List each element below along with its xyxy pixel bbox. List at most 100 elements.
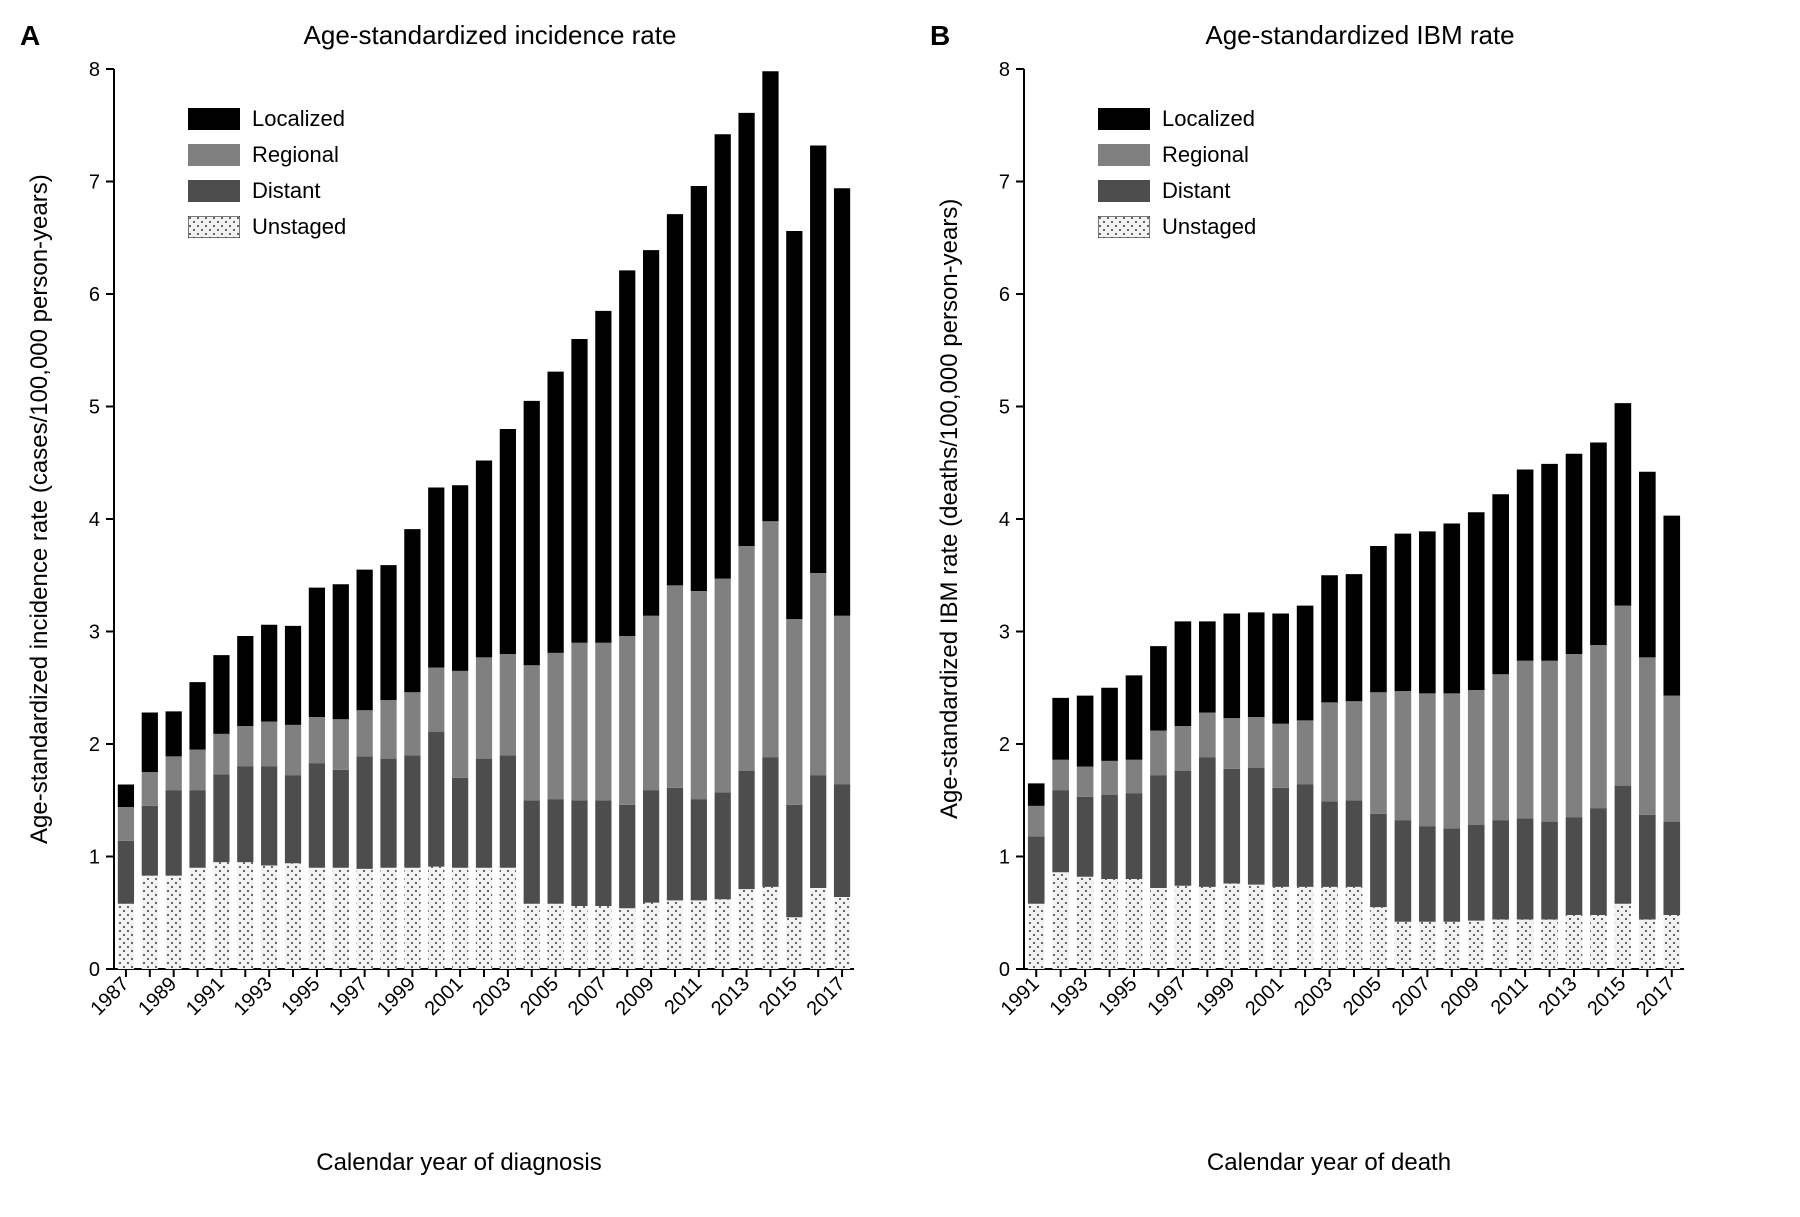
bar-segment-localized: [1101, 688, 1118, 761]
bar-segment-regional: [571, 643, 587, 801]
x-tick-label: 2017: [1632, 973, 1679, 1020]
legend-label: Localized: [1162, 106, 1255, 132]
bar-segment-distant: [524, 800, 540, 904]
bar-segment-localized: [1077, 696, 1094, 767]
bar-segment-unstaged: [1663, 915, 1680, 969]
bar-segment-unstaged: [524, 904, 540, 969]
bar-segment-unstaged: [1517, 920, 1534, 970]
bar-segment-unstaged: [1615, 904, 1632, 969]
bar-segment-regional: [142, 772, 158, 806]
bar-segment-localized: [643, 250, 659, 616]
bar-segment-regional: [1370, 692, 1387, 814]
bar-segment-unstaged: [1223, 884, 1240, 970]
bar-segment-regional: [547, 653, 563, 799]
x-axis-label: Calendar year of death: [964, 1149, 1694, 1177]
bar-segment-localized: [1663, 516, 1680, 696]
bar-segment-unstaged: [1370, 907, 1387, 969]
bar-segment-regional: [738, 546, 754, 771]
y-axis-label: Age-standardized incidence rate (cases/1…: [20, 59, 54, 959]
x-tick-label: 1997: [1143, 973, 1190, 1020]
x-axis-label: Calendar year of diagnosis: [54, 1149, 864, 1177]
bar-segment-regional: [237, 726, 253, 767]
x-tick-label: 2005: [516, 973, 563, 1020]
bar-segment-localized: [452, 485, 468, 671]
bar-segment-distant: [261, 767, 277, 866]
bar-segment-distant: [404, 755, 420, 868]
legend-item-localized: Localized: [1098, 106, 1256, 132]
bar-segment-unstaged: [1175, 886, 1192, 969]
bar-segment-localized: [786, 231, 802, 619]
bar-segment-distant: [1346, 800, 1363, 887]
x-tick-label: 2013: [707, 973, 754, 1020]
bar-segment-distant: [643, 790, 659, 903]
bar-segment-unstaged: [1150, 888, 1167, 969]
bar-segment-regional: [404, 692, 420, 755]
bar-segment-regional: [595, 643, 611, 801]
bar-segment-regional: [333, 719, 349, 770]
y-tick-label: 0: [89, 959, 100, 981]
bar-segment-distant: [1199, 758, 1216, 887]
bar-segment-distant: [1150, 776, 1167, 889]
bar-segment-unstaged: [1052, 872, 1069, 969]
bar-segment-localized: [237, 636, 253, 726]
legend-label: Unstaged: [252, 214, 346, 240]
bar-segment-regional: [309, 717, 325, 763]
x-tick-label: 2015: [755, 973, 802, 1020]
x-tick-label: 2003: [1290, 973, 1337, 1020]
legend-label: Unstaged: [1162, 214, 1256, 240]
bar-segment-localized: [1272, 614, 1289, 724]
legend-swatch: [1098, 144, 1150, 166]
bar-segment-unstaged: [285, 863, 301, 969]
y-tick-label: 1: [999, 847, 1010, 869]
bar-segment-distant: [1639, 815, 1656, 920]
bar-segment-distant: [309, 763, 325, 868]
legend-label: Regional: [252, 142, 339, 168]
bar-segment-regional: [1028, 806, 1045, 836]
bar-segment-unstaged: [142, 876, 158, 969]
chart-title: Age-standardized IBM rate: [1020, 20, 1700, 51]
bar-segment-distant: [333, 770, 349, 868]
bar-segment-regional: [1639, 657, 1656, 815]
bar-segment-regional: [1223, 718, 1240, 769]
x-tick-label: 2017: [803, 973, 850, 1020]
bar-segment-distant: [1297, 785, 1314, 887]
bar-segment-regional: [1468, 690, 1485, 825]
bar-segment-regional: [166, 756, 182, 790]
bar-segment-unstaged: [1566, 915, 1583, 969]
bar-segment-localized: [810, 146, 826, 574]
bar-segment-localized: [547, 372, 563, 653]
bar-segment-regional: [1443, 693, 1460, 828]
bar-segment-regional: [1321, 702, 1338, 801]
bar-segment-localized: [1223, 614, 1240, 719]
y-tick-label: 4: [89, 509, 100, 531]
bar-segment-distant: [1590, 808, 1607, 915]
bar-segment-distant: [1272, 788, 1289, 887]
bar-segment-localized: [1248, 612, 1265, 717]
panel-b: BAge-standardized IBM rateAge-standardiz…: [930, 20, 1700, 1177]
x-tick-label: 2005: [1339, 973, 1386, 1020]
bar-segment-distant: [213, 774, 229, 862]
x-tick-label: 1995: [1095, 973, 1142, 1020]
legend: LocalizedRegionalDistantUnstaged: [188, 106, 346, 250]
bar-segment-unstaged: [1443, 922, 1460, 969]
bar-segment-localized: [619, 270, 635, 636]
bar-segment-regional: [1297, 720, 1314, 784]
bar-segment-regional: [834, 616, 850, 785]
bar-segment-distant: [1370, 814, 1387, 907]
bar-segment-regional: [1101, 761, 1118, 795]
bar-segment-distant: [1663, 822, 1680, 915]
x-tick-label: 2009: [1437, 973, 1484, 1020]
bar-segment-distant: [547, 799, 563, 904]
bar-segment-distant: [1175, 771, 1192, 886]
bar-segment-distant: [166, 790, 182, 876]
bar-segment-unstaged: [643, 903, 659, 969]
bar-segment-localized: [1639, 472, 1656, 658]
legend-item-localized: Localized: [188, 106, 346, 132]
bar-segment-unstaged: [1541, 920, 1558, 970]
bar-segment-regional: [643, 616, 659, 790]
bar-segment-localized: [1566, 454, 1583, 654]
chart-svg: 0123456781987198919911993199519971999200…: [54, 59, 864, 1059]
bar-segment-regional: [619, 636, 635, 805]
bar-segment-distant: [738, 771, 754, 889]
bar-segment-distant: [571, 800, 587, 906]
